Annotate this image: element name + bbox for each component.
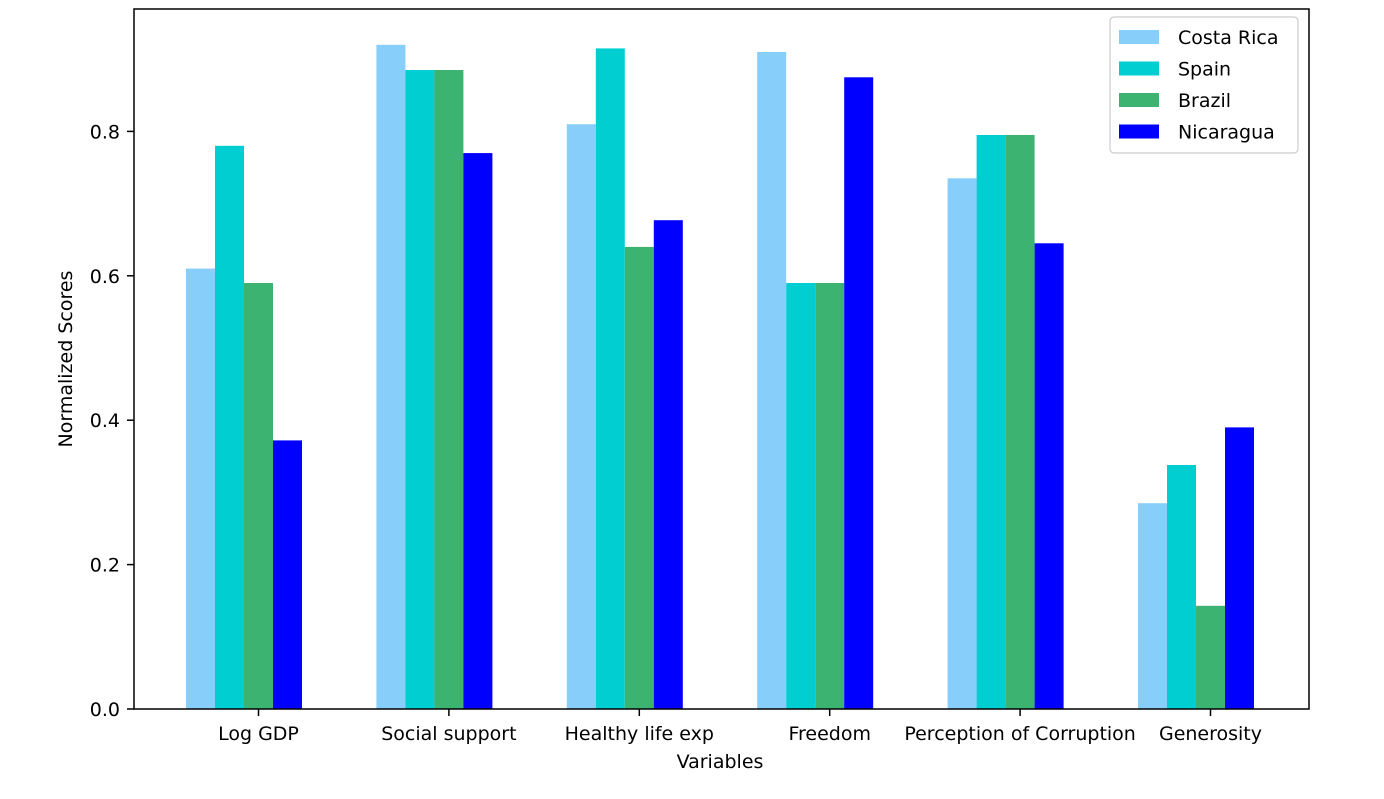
legend-label: Brazil — [1178, 90, 1231, 112]
bar-brazil-4 — [1005, 135, 1035, 709]
y-tick-label: 0.4 — [90, 410, 120, 432]
bar-nicaragua-4 — [1034, 243, 1064, 710]
legend-swatch — [1119, 93, 1159, 107]
x-tick-label: Freedom — [788, 723, 871, 745]
legend-swatch — [1119, 30, 1159, 44]
bar-nicaragua-5 — [1225, 427, 1254, 709]
bar-nicaragua-1 — [463, 153, 493, 710]
bar-nicaragua-0 — [273, 440, 302, 709]
y-tick-label: 0.0 — [90, 699, 120, 721]
plot-frame — [133, 8, 1310, 710]
y-tick-label: 0.8 — [90, 121, 120, 143]
x-tick-label: Perception of Corruption — [904, 723, 1136, 745]
bar-spain-5 — [1167, 465, 1196, 709]
legend-label: Spain — [1178, 59, 1231, 81]
bar-spain-4 — [976, 135, 1006, 709]
y-tick-label: 0.6 — [90, 266, 120, 288]
bar-nicaragua-3 — [844, 77, 874, 710]
bar-costa-rica-3 — [757, 52, 787, 709]
bar-brazil-0 — [244, 283, 273, 709]
y-axis-label: Normalized Scores — [55, 271, 77, 448]
x-axis-label: Variables — [677, 751, 764, 773]
x-tick-label: Log GDP — [218, 723, 299, 745]
legend-swatch — [1119, 61, 1159, 76]
bar-spain-1 — [405, 70, 435, 709]
legend-label: Costa Rica — [1178, 27, 1279, 49]
x-axis: Log GDP Social support Healthy life exp Fre… — [218, 709, 1262, 745]
legend-box — [1109, 16, 1299, 154]
x-tick-label: Generosity — [1159, 723, 1262, 745]
bars-layer — [186, 44, 1254, 710]
y-tick-label: 0.2 — [90, 555, 120, 577]
legend-label: Nicaragua — [1178, 122, 1275, 144]
bar-spain-2 — [595, 48, 625, 709]
y-axis: 0.0 0.2 0.4 0.6 0.8 — [90, 121, 134, 721]
x-tick-label: Social support — [381, 723, 516, 745]
bar-costa-rica-4 — [947, 178, 977, 710]
bar-costa-rica-5 — [1138, 503, 1167, 709]
bar-nicaragua-2 — [653, 220, 683, 709]
bar-costa-rica-0 — [186, 268, 215, 709]
legend: Costa Rica Spain Brazil Nicaragua — [1109, 16, 1299, 154]
bar-brazil-2 — [624, 246, 654, 709]
bar-brazil-1 — [434, 70, 464, 709]
bar-brazil-5 — [1196, 605, 1225, 709]
bar-costa-rica-2 — [566, 124, 596, 709]
bar-spain-0 — [215, 145, 244, 710]
legend-swatch — [1119, 124, 1159, 139]
bar-brazil-3 — [815, 283, 845, 709]
bar-costa-rica-1 — [376, 44, 406, 710]
x-tick-label: Healthy life exp — [565, 723, 714, 745]
bar-spain-3 — [786, 283, 816, 709]
